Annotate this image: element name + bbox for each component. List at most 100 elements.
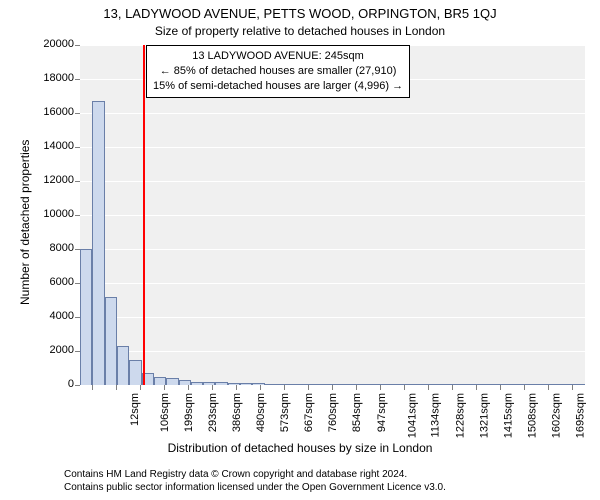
xtick-label: 667sqm	[303, 393, 315, 432]
xtick-mark	[188, 385, 189, 390]
ytick-mark	[75, 249, 80, 250]
histogram-bar	[425, 384, 437, 385]
xtick-mark	[428, 385, 429, 390]
y-axis-label: Number of detached properties	[18, 140, 32, 305]
xtick-label: 1415sqm	[502, 393, 514, 438]
histogram-bar	[129, 360, 141, 386]
xtick-mark	[572, 385, 573, 390]
histogram-bar	[536, 384, 548, 385]
histogram-bar	[511, 384, 523, 385]
histogram-bar	[240, 383, 252, 385]
histogram-bar	[166, 378, 178, 385]
ytick-mark	[75, 385, 80, 386]
histogram-bar	[486, 384, 498, 385]
histogram-bar	[191, 382, 203, 385]
xtick-label: 947sqm	[376, 393, 388, 432]
ytick-label: 8000	[30, 242, 74, 254]
xtick-mark	[332, 385, 333, 390]
xtick-mark	[212, 385, 213, 390]
attribution-text: Contains HM Land Registry data © Crown c…	[64, 468, 446, 494]
histogram-bar	[215, 382, 227, 385]
gridline-y	[80, 351, 585, 352]
xtick-mark	[524, 385, 525, 390]
xtick-mark	[116, 385, 117, 390]
xtick-mark	[140, 385, 141, 390]
histogram-bar	[117, 346, 129, 385]
ytick-mark	[75, 317, 80, 318]
ytick-label: 18000	[30, 72, 74, 84]
ytick-label: 4000	[30, 310, 74, 322]
xtick-mark	[476, 385, 477, 390]
ytick-mark	[75, 351, 80, 352]
gridline-y	[80, 215, 585, 216]
histogram-bar	[351, 384, 363, 385]
gridline-y	[80, 317, 585, 318]
ytick-mark	[75, 215, 80, 216]
ytick-label: 16000	[30, 106, 74, 118]
ytick-mark	[75, 79, 80, 80]
histogram-bar	[413, 384, 425, 385]
xtick-label: 760sqm	[328, 393, 340, 432]
histogram-bar	[462, 384, 474, 385]
annotation-line-3: 15% of semi-detached houses are larger (…	[153, 79, 403, 94]
ytick-label: 14000	[30, 140, 74, 152]
ytick-label: 12000	[30, 174, 74, 186]
xtick-label: 573sqm	[279, 393, 291, 432]
xtick-label: 386sqm	[231, 393, 243, 432]
xtick-label: 480sqm	[255, 393, 267, 432]
ytick-label: 20000	[30, 38, 74, 50]
gridline-y	[80, 249, 585, 250]
xtick-mark	[404, 385, 405, 390]
gridline-y	[80, 113, 585, 114]
histogram-bar	[400, 384, 412, 385]
histogram-bar	[548, 384, 560, 385]
xtick-label: 1321sqm	[478, 393, 490, 438]
histogram-bar	[314, 384, 326, 385]
xtick-label: 1602sqm	[550, 393, 562, 438]
histogram-bar	[560, 384, 572, 385]
chart-subtitle: Size of property relative to detached ho…	[0, 24, 600, 38]
histogram-bar	[105, 297, 117, 385]
ytick-label: 0	[30, 378, 74, 390]
histogram-bar	[228, 383, 240, 385]
histogram-bar	[203, 382, 215, 385]
histogram-bar	[437, 384, 449, 385]
ytick-mark	[75, 181, 80, 182]
annotation-box: 13 LADYWOOD AVENUE: 245sqm ← 85% of deta…	[146, 45, 410, 98]
ytick-mark	[75, 283, 80, 284]
xtick-label: 854sqm	[352, 393, 364, 432]
histogram-bar	[92, 101, 104, 385]
histogram-bar	[80, 249, 92, 385]
gridline-y	[80, 181, 585, 182]
xtick-label: 1508sqm	[526, 393, 538, 438]
histogram-bar	[252, 383, 264, 385]
xtick-label: 12sqm	[129, 393, 141, 426]
xtick-mark	[164, 385, 165, 390]
ytick-label: 2000	[30, 344, 74, 356]
histogram-bar	[339, 384, 351, 385]
histogram-bar	[154, 377, 166, 386]
attribution-line-1: Contains HM Land Registry data © Crown c…	[64, 468, 446, 481]
ytick-mark	[75, 147, 80, 148]
marker-line	[143, 45, 145, 385]
ytick-label: 6000	[30, 276, 74, 288]
gridline-y	[80, 283, 585, 284]
x-axis-label: Distribution of detached houses by size …	[0, 441, 600, 455]
histogram-bar	[179, 380, 191, 385]
xtick-label: 1695sqm	[574, 393, 586, 438]
xtick-mark	[236, 385, 237, 390]
xtick-label: 293sqm	[207, 393, 219, 432]
xtick-mark	[452, 385, 453, 390]
annotation-line-2: ← 85% of detached houses are smaller (27…	[153, 64, 403, 79]
xtick-mark	[260, 385, 261, 390]
gridline-y	[80, 147, 585, 148]
xtick-mark	[380, 385, 381, 390]
annotation-line-1: 13 LADYWOOD AVENUE: 245sqm	[153, 49, 403, 64]
histogram-bar	[573, 384, 585, 385]
xtick-mark	[548, 385, 549, 390]
xtick-label: 1228sqm	[454, 393, 466, 438]
histogram-bar	[289, 384, 301, 385]
histogram-bar	[376, 384, 388, 385]
xtick-mark	[500, 385, 501, 390]
ytick-label: 10000	[30, 208, 74, 220]
